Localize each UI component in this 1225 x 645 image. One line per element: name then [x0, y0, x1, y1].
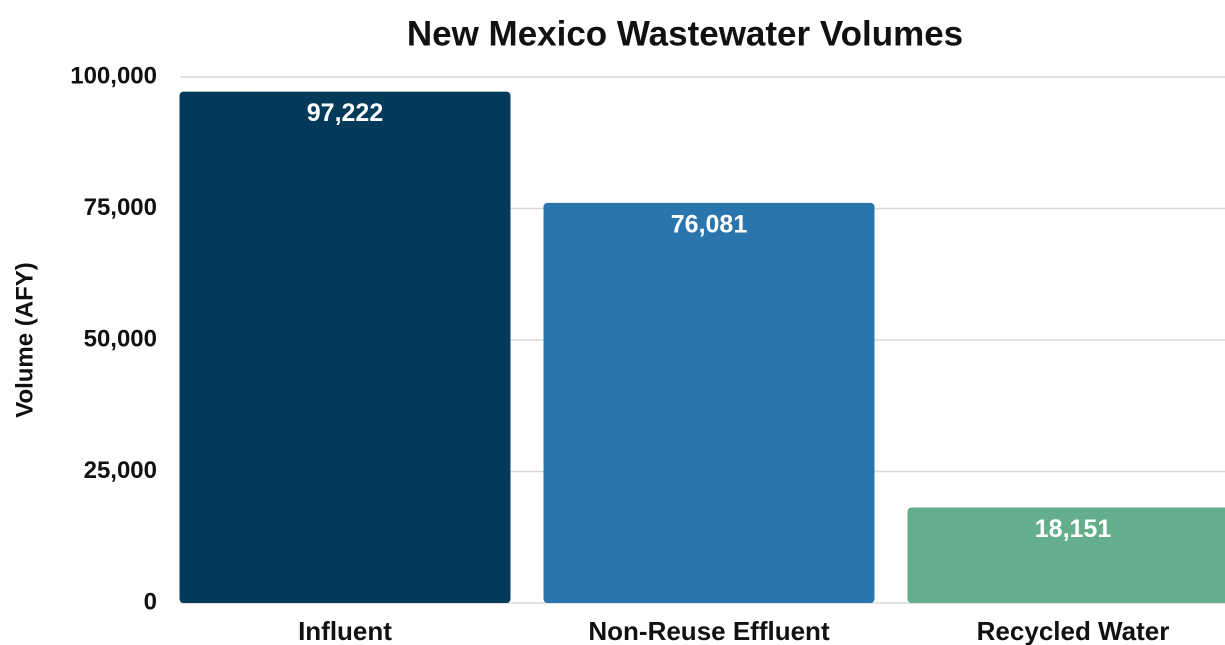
x-tick-label: Recycled Water — [977, 616, 1170, 645]
bar — [543, 202, 875, 603]
y-tick-label: 50,000 — [84, 325, 157, 352]
bar — [179, 91, 511, 604]
chart-title: New Mexico Wastewater Volumes — [407, 14, 963, 53]
y-tick-label: 25,000 — [84, 457, 157, 484]
x-tick-label: Non-Reuse Effluent — [588, 616, 830, 645]
x-tick-label: Influent — [298, 616, 392, 645]
y-tick-label: 0 — [144, 588, 157, 615]
y-axis-label: Volume (AFY) — [11, 262, 38, 418]
bar — [907, 507, 1225, 603]
data-label: 76,081 — [671, 210, 748, 238]
y-tick-label: 75,000 — [84, 194, 157, 221]
data-label: 97,222 — [307, 99, 383, 127]
data-label: 18,151 — [1035, 515, 1112, 543]
y-tick-label: 100,000 — [70, 62, 157, 89]
